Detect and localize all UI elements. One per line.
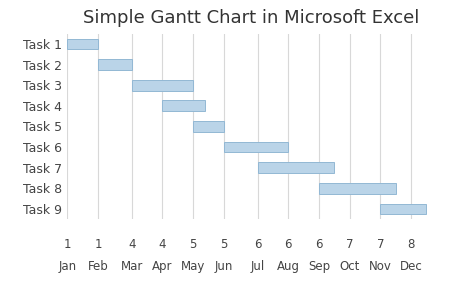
Bar (319, 183, 396, 194)
Text: Nov: Nov (369, 260, 392, 273)
Text: Jan: Jan (58, 260, 76, 273)
Text: Jul: Jul (251, 260, 265, 273)
Text: 5: 5 (220, 238, 228, 251)
Text: 7: 7 (346, 238, 353, 251)
Bar (258, 162, 334, 173)
Text: Feb: Feb (88, 260, 108, 273)
Text: Dec: Dec (400, 260, 423, 273)
Title: Simple Gantt Chart in Microsoft Excel: Simple Gantt Chart in Microsoft Excel (83, 9, 420, 27)
Text: 7: 7 (377, 238, 384, 251)
Bar (193, 121, 224, 132)
Text: 4: 4 (128, 238, 136, 251)
Text: 4: 4 (158, 238, 166, 251)
Text: Oct: Oct (339, 260, 360, 273)
Text: 6: 6 (254, 238, 261, 251)
Text: 1: 1 (94, 238, 102, 251)
Text: Apr: Apr (152, 260, 173, 273)
Text: 1: 1 (64, 238, 71, 251)
Text: Jun: Jun (215, 260, 233, 273)
Text: 5: 5 (189, 238, 197, 251)
Text: Sep: Sep (308, 260, 330, 273)
Text: Aug: Aug (277, 260, 300, 273)
Bar (380, 203, 426, 214)
Bar (224, 142, 288, 152)
Text: 6: 6 (315, 238, 323, 251)
Bar (67, 39, 98, 49)
Bar (132, 80, 193, 90)
Text: 6: 6 (285, 238, 292, 251)
Text: Mar: Mar (121, 260, 143, 273)
Bar (163, 101, 205, 111)
Bar (98, 59, 132, 70)
Text: 8: 8 (407, 238, 415, 251)
Text: May: May (181, 260, 205, 273)
